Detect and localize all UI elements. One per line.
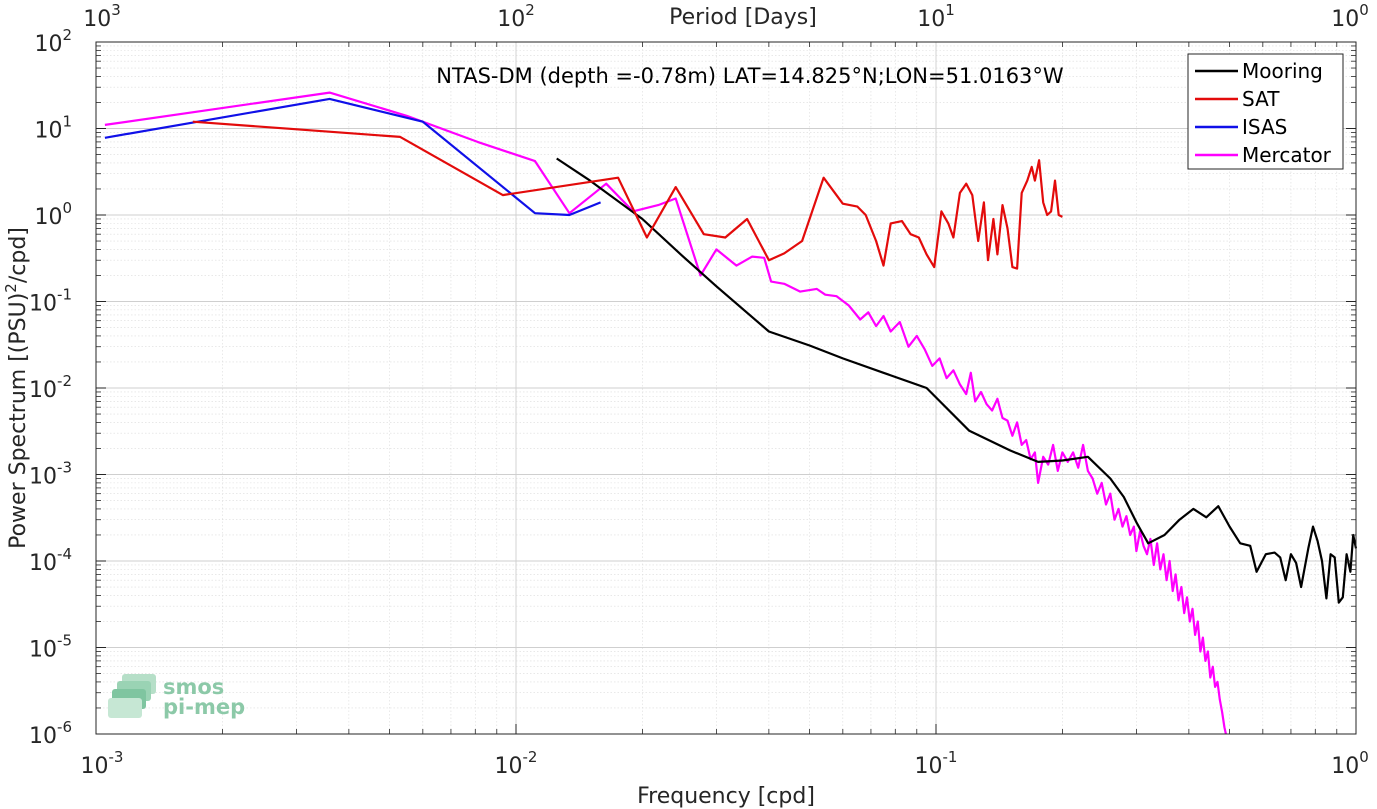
y-tick-label: 10-4 [29,545,72,576]
y-axis-label-main: Power Spectrum [(PSU) [6,293,31,549]
y-tick-label: 100 [34,199,72,230]
series-line-isas [104,97,602,217]
x-tick-label: 10-2 [495,748,538,779]
tick-labels: 10-3 10-2 10-1 100 103 102 101 100 102 101 100 10-1… [29,1,1369,779]
logo-text-smos: smos [163,675,225,699]
series-line-mooring [556,157,1358,604]
top-tick-label: 103 [83,1,121,32]
y-tick-label: 101 [34,113,72,144]
y-tick-label: 102 [34,26,72,57]
smos-logo-icon [108,672,160,722]
series-layer [104,91,1358,735]
y-tick-label: 10-6 [29,718,72,749]
y-tick-label: 10-1 [29,286,72,317]
y-axis-label-end: /cpd] [6,227,31,283]
series-line-sat [192,120,1063,270]
legend-label-mooring: Mooring [1242,59,1323,83]
top-axis-label: Period [Days] [669,5,817,30]
legend-label-isas: ISAS [1242,115,1287,139]
legend-label-sat: SAT [1242,87,1280,111]
legend-label-mercator: Mercator [1242,143,1332,167]
y-axis-label: Power Spectrum [(PSU)2/cpd] [2,227,31,549]
y-tick-label: 10-5 [29,632,72,663]
x-axis-label: Frequency [cpd] [637,784,815,809]
x-tick-label: 10-3 [81,748,124,779]
legend: Mooring SAT ISAS Mercator [1187,53,1344,170]
top-tick-label: 101 [917,1,955,32]
top-tick-label: 102 [497,1,535,32]
x-tick-label: 100 [1331,748,1369,779]
legend-box [1187,53,1344,170]
tick-marks [95,41,1357,735]
x-tick-label: 10-1 [915,748,958,779]
y-tick-label: 10-3 [29,459,72,490]
chart-title: NTAS-DM (depth =-0.78m) LAT=14.825°N;LON… [436,64,1064,88]
top-tick-label: 100 [1331,1,1369,32]
y-tick-label: 10-2 [29,372,72,403]
minor-grid [96,42,1356,734]
logo-text-pi-mep: pi-mep [163,695,246,719]
y-axis-label-sup: 2 [2,283,20,293]
